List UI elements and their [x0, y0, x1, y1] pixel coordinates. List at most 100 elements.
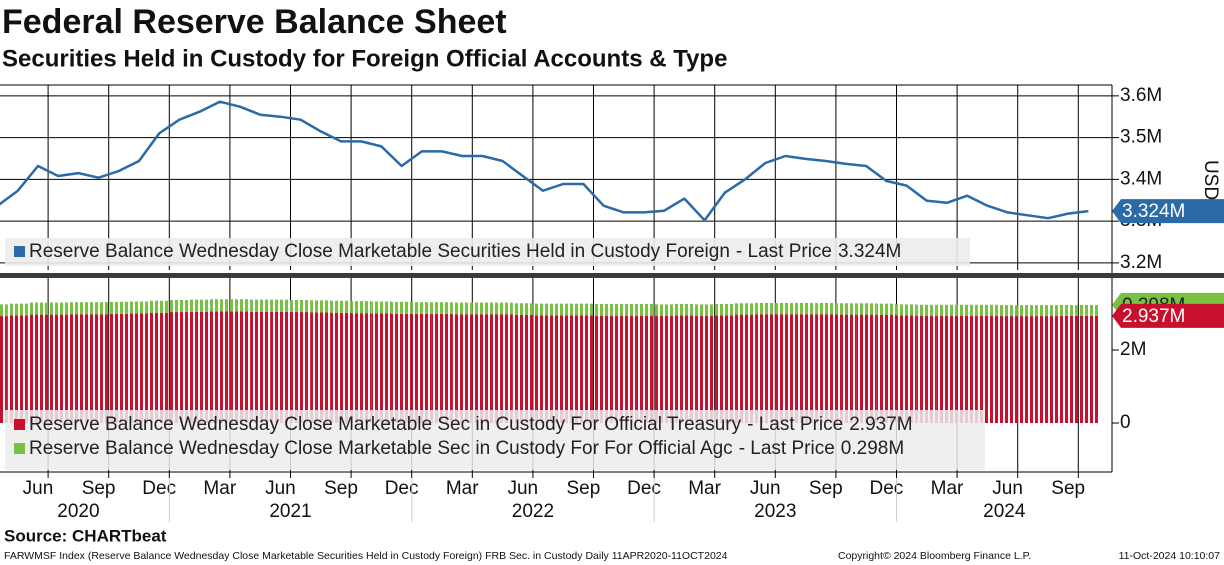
bar-segment — [492, 302, 513, 315]
legend-name: Reserve Balance Wednesday Close Marketab… — [29, 414, 742, 435]
x-tick-label: Dec — [627, 478, 661, 499]
bar-segment — [573, 315, 594, 424]
bar-segment — [431, 313, 453, 424]
bar-segment — [108, 301, 129, 314]
last-value-label: 2.937M — [1122, 306, 1185, 327]
bar-segment — [48, 314, 69, 424]
y-tick-label: 3.2M — [1120, 252, 1162, 273]
legend-name: Reserve Balance Wednesday Close Marketab… — [29, 438, 733, 459]
y-tick-label: 0 — [1120, 412, 1131, 433]
bar-segment — [7, 303, 28, 316]
bar-segment — [128, 301, 150, 314]
bar-segment — [1037, 316, 1059, 424]
bar-segment — [775, 302, 796, 315]
legend-entry: Reserve Balance Wednesday Close Marketab… — [29, 241, 901, 262]
bar-segment — [512, 314, 533, 424]
x-tick-label: Dec — [142, 478, 176, 499]
bar-segment — [694, 304, 715, 316]
x-year-label: 2020 — [57, 501, 99, 522]
bar-segment — [593, 315, 614, 424]
bar-segment — [775, 314, 796, 424]
bar-segment — [27, 302, 49, 315]
legend-swatch — [14, 246, 25, 257]
x-tick-label: Sep — [566, 478, 600, 499]
bar-segment — [593, 304, 614, 316]
bar-segment — [613, 315, 634, 424]
x-tick-label: Jun — [750, 478, 781, 499]
bar-segment — [431, 302, 453, 314]
bar-segment — [472, 314, 493, 424]
x-year-label: 2022 — [512, 501, 554, 522]
bar-segment — [452, 314, 473, 424]
bar-segment — [270, 311, 291, 424]
bar-segment — [714, 304, 735, 316]
bar-segment — [128, 313, 150, 424]
x-tick-label: Sep — [82, 478, 116, 499]
bar-segment — [553, 315, 574, 424]
x-tick-label: Sep — [809, 478, 843, 499]
x-year-label: 2021 — [269, 501, 311, 522]
legend-swatch — [14, 443, 25, 454]
x-tick-label: Mar — [203, 478, 236, 499]
bar-segment — [674, 304, 695, 316]
legend-suffix: - Last Price — [736, 241, 832, 262]
bar-segment — [512, 303, 533, 315]
bar-segment — [169, 300, 190, 313]
bar-segment — [391, 313, 412, 424]
bar-segment — [209, 299, 230, 312]
legend-suffix: - Last Price — [747, 414, 843, 435]
bar-segment — [654, 315, 675, 424]
bar-segment — [88, 302, 109, 315]
legend-name: Reserve Balance Wednesday Close Marketab… — [29, 241, 730, 262]
x-tick-label: Mar — [446, 478, 479, 499]
copyright: Copyright© 2024 Bloomberg Finance L.P. — [838, 550, 1031, 562]
bar-segment — [108, 313, 129, 424]
panel-separator — [0, 273, 1224, 278]
bar-segment — [310, 300, 331, 313]
bar-segment — [250, 311, 271, 424]
bar-segment — [734, 303, 756, 315]
legend-last-value: 2.937M — [849, 414, 912, 435]
bar-segment — [856, 314, 877, 424]
x-tick-label: Mar — [931, 478, 964, 499]
bar-segment — [896, 304, 917, 316]
bar-segment — [472, 302, 493, 315]
bar-segment — [815, 314, 836, 424]
bar-segment — [876, 303, 897, 315]
bar-segment — [149, 300, 170, 313]
bar-segment — [229, 311, 251, 424]
x-tick-label: Mar — [688, 478, 721, 499]
y-tick-label: 3.4M — [1120, 168, 1162, 189]
legend-last-value: 3.324M — [838, 241, 901, 262]
bar-segment — [633, 304, 655, 316]
x-tick-label: Sep — [324, 478, 358, 499]
bar-segment — [1058, 315, 1079, 424]
bar-segment — [250, 299, 271, 312]
bar-segment — [27, 314, 49, 424]
bar-segment — [977, 304, 998, 316]
x-year-label: 2024 — [983, 501, 1026, 522]
bar-segment — [795, 314, 816, 424]
y-tick-label: 3.5M — [1120, 127, 1162, 148]
bar-segment — [351, 313, 372, 424]
bar-segment — [1078, 304, 1099, 316]
bar-segment — [957, 315, 978, 424]
bar-segment — [613, 304, 634, 316]
bar-segment — [371, 301, 392, 314]
bar-segment — [189, 311, 210, 424]
last-value-label: 3.324M — [1122, 201, 1185, 222]
x-tick-label: Jun — [507, 478, 538, 499]
x-tick-label: Jun — [992, 478, 1023, 499]
x-year-label: 2023 — [754, 501, 796, 522]
bar-segment — [7, 315, 28, 424]
y-axis-label: USD — [1200, 160, 1221, 200]
bar-segment — [492, 314, 513, 424]
timestamp: 11-Oct-2024 10:10:07 — [1119, 550, 1221, 562]
x-tick-label: Jun — [23, 478, 54, 499]
bar-segment — [815, 302, 836, 315]
bar-segment — [755, 314, 776, 424]
bar-segment — [310, 312, 331, 424]
bar-segment — [573, 303, 594, 316]
bar-segment — [957, 304, 978, 316]
